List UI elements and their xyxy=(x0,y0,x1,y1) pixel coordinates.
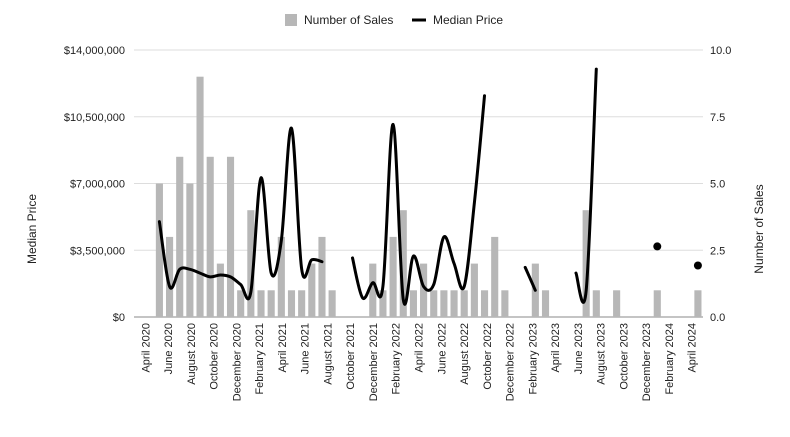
sales-bar xyxy=(592,290,600,317)
sales-bar xyxy=(420,263,428,317)
sales-bar xyxy=(267,290,275,317)
x-tick-label: December 2022 xyxy=(505,323,517,401)
sales-bar xyxy=(460,290,468,317)
right-tick-label: 2.5 xyxy=(710,245,725,257)
sales-bar xyxy=(298,290,306,317)
sales-bar xyxy=(206,156,214,317)
sales-bar xyxy=(328,290,336,317)
sales-bar xyxy=(501,290,509,317)
x-tick-label: April 2024 xyxy=(687,323,699,373)
sales-bar xyxy=(369,263,377,317)
x-tick-label: October 2023 xyxy=(618,323,630,390)
x-tick-label: October 2020 xyxy=(209,323,221,390)
left-tick-label: $14,000,000 xyxy=(64,45,125,57)
sales-bar xyxy=(389,236,397,317)
sales-bar xyxy=(196,76,204,317)
x-tick-label: February 2024 xyxy=(664,323,676,395)
sales-bar xyxy=(247,210,255,317)
sales-bar xyxy=(399,210,407,317)
x-tick-label: February 2021 xyxy=(254,323,266,395)
sales-bar xyxy=(480,290,489,317)
sales-bar xyxy=(694,290,702,317)
sales-bar xyxy=(287,290,296,317)
sales-bars xyxy=(155,76,702,317)
x-tick-label: April 2023 xyxy=(550,323,562,373)
sales-bar xyxy=(440,290,448,317)
x-tick-label: August 2020 xyxy=(186,323,198,385)
x-tick-label: October 2021 xyxy=(345,323,357,390)
median-price-segment xyxy=(523,265,537,292)
legend: Number of Sales Median Price xyxy=(285,13,503,27)
left-tick-label: $10,500,000 xyxy=(64,112,125,124)
sales-bar xyxy=(155,183,163,317)
x-tick-label: December 2020 xyxy=(231,323,243,401)
x-tick-label: February 2023 xyxy=(527,323,539,395)
x-tick-label: June 2020 xyxy=(163,323,175,374)
x-tick-label: February 2022 xyxy=(391,323,403,395)
left-tick-label: $7,000,000 xyxy=(70,179,125,191)
sales-bar xyxy=(613,290,621,317)
sales-bar xyxy=(186,183,194,317)
sales-bar xyxy=(166,236,174,317)
left-tick-label: $0 xyxy=(113,312,125,324)
median-price-segment xyxy=(157,126,324,301)
sales-bar xyxy=(491,236,499,317)
sales-bar xyxy=(237,290,245,317)
sales-bar xyxy=(541,290,550,317)
right-tick-label: 7.5 xyxy=(710,112,725,124)
sales-bar xyxy=(379,290,387,317)
right-axis-title: Number of Sales xyxy=(752,184,766,273)
sales-bar xyxy=(653,290,661,317)
median-price-line xyxy=(157,67,702,306)
left-axis-title: Median Price xyxy=(25,194,39,264)
sales-bar xyxy=(470,263,478,317)
x-tick-label: June 2023 xyxy=(573,323,585,374)
x-tick-label: August 2023 xyxy=(596,323,608,385)
x-tick-label: August 2021 xyxy=(322,323,334,385)
x-tick-label: April 2021 xyxy=(277,323,289,373)
sales-bar xyxy=(216,263,224,317)
sales-bar xyxy=(257,290,265,317)
sales-bar xyxy=(450,290,458,317)
x-tick-label: June 2022 xyxy=(436,323,448,374)
median-price-segment xyxy=(574,67,598,304)
sales-bar xyxy=(318,236,326,317)
x-tick-label: June 2021 xyxy=(300,323,312,374)
sales-bar xyxy=(430,290,438,317)
sales-bar xyxy=(582,210,590,317)
left-tick-label: $3,500,000 xyxy=(70,245,125,257)
legend-label-price: Median Price xyxy=(433,13,503,27)
x-tick-label: April 2022 xyxy=(414,323,426,373)
median-price-point xyxy=(653,242,662,251)
sales-bar xyxy=(176,156,184,317)
sales-bar xyxy=(226,156,235,317)
x-tick-label: December 2021 xyxy=(368,323,380,401)
sales-bar xyxy=(308,263,316,317)
x-tick-label: October 2022 xyxy=(482,323,494,390)
legend-swatch-sales xyxy=(285,14,297,26)
legend-label-sales: Number of Sales xyxy=(304,13,393,27)
sales-bar xyxy=(409,290,417,317)
x-tick-label: August 2022 xyxy=(459,323,471,385)
right-tick-label: 10.0 xyxy=(710,45,731,57)
right-tick-label: 5.0 xyxy=(710,179,725,191)
right-tick-label: 0.0 xyxy=(710,312,725,324)
sales-bar xyxy=(277,236,285,317)
x-tick-label: April 2020 xyxy=(140,323,152,373)
axes: $0 $3,500,000 $7,000,000 $10,500,000 $14,000… xyxy=(64,45,732,401)
median-price-segment xyxy=(351,94,486,306)
median-price-point xyxy=(693,261,702,270)
x-tick-label: December 2023 xyxy=(641,323,653,401)
